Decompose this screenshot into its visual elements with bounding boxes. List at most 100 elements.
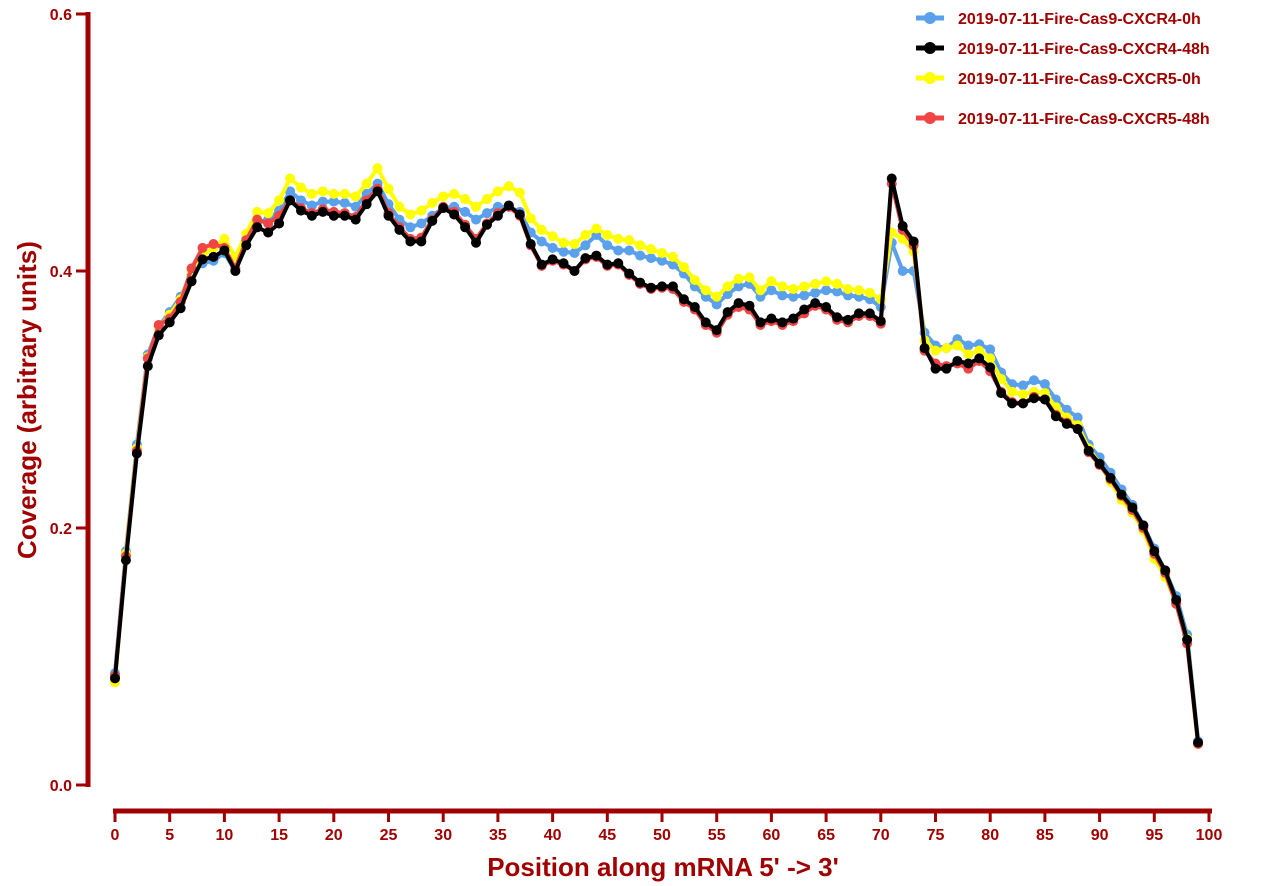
series-point: [295, 182, 306, 193]
series-point: [361, 178, 372, 189]
series-point: [580, 240, 591, 251]
series-point: [821, 301, 832, 312]
series-point: [1007, 398, 1018, 409]
series-point: [635, 277, 646, 288]
series-point: [733, 281, 744, 292]
series-point: [503, 181, 514, 192]
series-point: [230, 266, 241, 276]
series-point: [602, 240, 613, 251]
series-point: [810, 287, 821, 298]
series-0: [110, 178, 1204, 747]
x-tick-label: 25: [380, 827, 398, 844]
series-point: [427, 197, 438, 208]
series-point: [733, 298, 744, 309]
series-point: [328, 188, 339, 199]
series-point: [569, 239, 580, 250]
series-point: [481, 194, 492, 205]
series-point: [799, 290, 810, 301]
series-point: [383, 183, 394, 194]
series-point: [460, 222, 471, 233]
series-line: [113, 176, 1201, 743]
series-point: [613, 258, 624, 269]
series-line: [113, 166, 1201, 745]
series-point: [536, 259, 547, 270]
x-tick-label: 100: [1196, 827, 1223, 844]
series-point: [755, 285, 766, 296]
series-point: [842, 314, 853, 325]
series-point: [613, 233, 624, 244]
series-point: [974, 353, 985, 364]
series-point: [832, 278, 843, 289]
series-point: [285, 186, 296, 197]
series-point: [799, 281, 810, 292]
series-point: [383, 210, 394, 221]
series-point: [667, 281, 678, 292]
series-point: [394, 201, 405, 212]
series-point: [766, 285, 777, 296]
legend-label: 2019-07-11-Fire-Cas9-CXCR5-48h: [958, 111, 1210, 128]
series-point: [1018, 398, 1029, 409]
series-point: [1171, 594, 1182, 605]
series-point: [252, 206, 263, 217]
series-point: [339, 210, 350, 221]
series-point: [372, 163, 383, 174]
series-point: [963, 358, 974, 369]
series-point: [405, 209, 416, 220]
series-point: [1039, 379, 1050, 390]
legend-label: 2019-07-11-Fire-Cas9-CXCR4-48h: [958, 41, 1210, 58]
series-point: [525, 239, 536, 250]
series-point: [580, 230, 591, 241]
series-point: [339, 188, 350, 199]
series-1: [110, 173, 1204, 748]
x-tick-label: 20: [325, 827, 343, 844]
x-tick-label: 40: [544, 827, 562, 844]
series-point: [1160, 565, 1171, 576]
series-point: [186, 263, 197, 274]
series-point: [285, 173, 296, 184]
series-point: [591, 250, 602, 261]
series-point: [405, 222, 416, 233]
series-point: [613, 245, 624, 256]
series-point: [919, 343, 930, 354]
series-point: [657, 281, 667, 292]
series-point: [711, 299, 722, 310]
series-point: [646, 253, 657, 264]
series-point: [1193, 737, 1204, 748]
x-tick-label: 55: [708, 827, 726, 844]
series-point: [339, 197, 350, 208]
series-point: [263, 218, 274, 229]
series-point: [481, 208, 492, 219]
series-point: [514, 187, 525, 198]
series-point: [361, 199, 372, 210]
series-point: [306, 210, 317, 221]
series-point: [503, 200, 514, 211]
series-point: [197, 254, 208, 265]
x-tick-label: 35: [489, 827, 507, 844]
legend-swatch-marker: [924, 112, 936, 124]
legend-item: 2019-07-11-Fire-Cas9-CXCR5-0h: [916, 71, 1201, 88]
series-point: [208, 239, 219, 250]
series-point: [153, 319, 164, 330]
series-point: [569, 266, 580, 276]
series-point: [285, 195, 296, 206]
series-point: [525, 213, 536, 224]
series-point: [602, 259, 613, 270]
series-point: [536, 236, 547, 247]
series-point: [766, 276, 777, 287]
series-point: [1007, 386, 1018, 397]
series-point: [328, 196, 339, 207]
series-point: [963, 349, 974, 360]
series-point: [821, 276, 832, 287]
x-tick-label: 50: [653, 827, 671, 844]
series-point: [864, 287, 875, 298]
series-point: [471, 214, 482, 225]
series-point: [252, 214, 263, 225]
y-tick-label: 0.6: [50, 7, 72, 24]
x-tick-label: 5: [165, 827, 174, 844]
series-point: [219, 233, 230, 244]
series-point: [853, 308, 864, 319]
series-point: [536, 224, 547, 235]
series-point: [875, 316, 886, 327]
legend-item: 2019-07-11-Fire-Cas9-CXCR4-0h: [916, 11, 1201, 28]
